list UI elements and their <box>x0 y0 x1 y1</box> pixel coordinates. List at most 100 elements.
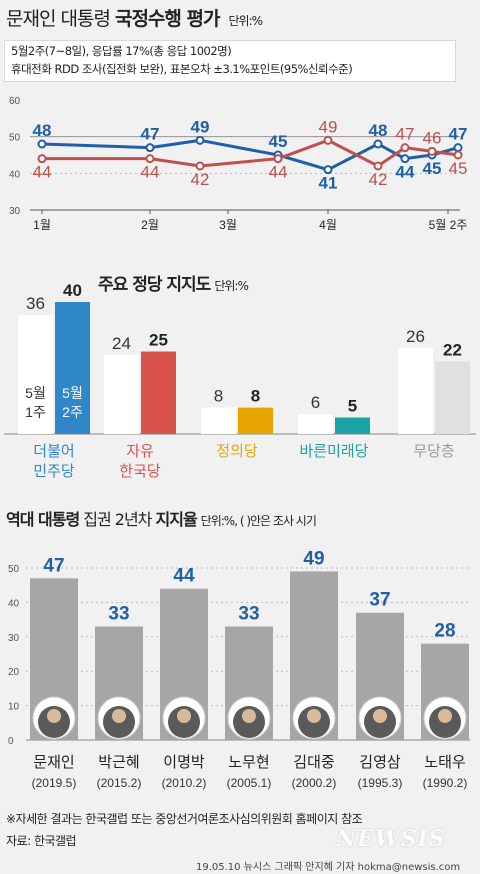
party-name-label: 무당층 <box>413 443 454 460</box>
y-tick-label: 40 <box>9 169 21 180</box>
president-title-mid: 집권 2년차 <box>79 510 156 529</box>
data-point <box>400 154 410 164</box>
bar-week1 <box>104 354 139 434</box>
president-date-label: (2000.2) <box>292 776 337 790</box>
president-value-label: 37 <box>369 590 390 611</box>
data-point <box>145 154 155 164</box>
data-point <box>427 146 437 156</box>
data-point <box>323 165 333 175</box>
bar-week1 <box>398 348 433 434</box>
y-tick-label: 0 <box>8 736 14 747</box>
data-point <box>453 150 463 160</box>
president-value-label: 47 <box>43 555 64 576</box>
title-normal: 문재인 대통령 <box>6 8 111 30</box>
y-tick-label: 40 <box>8 598 20 609</box>
president-title-unit: 단위:%, ( )안은 조사 시기 <box>200 514 317 528</box>
president-approval-bar-chart: 0 10 20 30 40 50 47 문재인 (2019.5) 33 박근혜 (2015.2) 44 이… <box>8 548 470 790</box>
footer-note: ※자세한 결과는 한국갤럽 또는 중앙선거여론조사심의위원회 홈페이지 참조 <box>6 812 363 826</box>
data-label: 44 <box>33 163 52 182</box>
data-point <box>373 139 383 149</box>
president-date-label: (2019.5) <box>32 776 77 790</box>
value-label-week2: 22 <box>443 340 462 359</box>
x-tick-label: 4월 <box>319 218 337 232</box>
president-title-normal: 역대 대통령 <box>6 510 80 529</box>
value-label-week2: 5 <box>348 397 357 416</box>
party-title-unit: 단위:% <box>214 279 249 293</box>
x-tick-label: 2월 <box>141 218 159 232</box>
president-name-label: 이명박 <box>163 754 205 771</box>
data-label: 44 <box>141 163 160 182</box>
data-label: 45 <box>269 132 288 151</box>
data-label: 47 <box>141 125 160 144</box>
bar-week1 <box>201 407 236 434</box>
bar-week1 <box>298 414 333 434</box>
president-date-label: (2010.2) <box>162 776 207 790</box>
footer-source: 자료: 한국갤럽 <box>6 834 77 848</box>
president-title-bold: 지지율 <box>155 510 198 529</box>
president-name-label: 문재인 <box>33 754 74 771</box>
data-label: 42 <box>369 170 388 189</box>
value-label-week1: 8 <box>214 387 223 406</box>
data-label: 44 <box>269 163 288 182</box>
data-label: 49 <box>191 117 210 136</box>
data-label: 46 <box>423 128 442 147</box>
portrait-face <box>373 709 387 723</box>
data-point <box>37 139 47 149</box>
title-bold: 국정수행 평가 <box>114 8 220 30</box>
bar-week1 <box>18 315 53 434</box>
week1-label-a: 5월 <box>25 385 46 401</box>
x-tick-label: 5월 2주 <box>429 218 468 232</box>
president-date-label: (1995.3) <box>358 776 403 790</box>
bar-week2 <box>238 407 273 434</box>
newsis-logo: NEWSIS <box>336 826 446 852</box>
data-label: 49 <box>319 117 338 136</box>
data-point <box>273 154 283 164</box>
portrait-face <box>438 709 452 723</box>
data-label: 44 <box>396 163 415 182</box>
week2-label-b: 2주 <box>62 404 83 420</box>
data-label: 41 <box>319 174 338 193</box>
week1-label-b: 1주 <box>25 404 46 420</box>
portrait-face <box>307 709 321 723</box>
party-title-text: 주요 정당 지지도 <box>98 275 211 295</box>
president-value-label: 33 <box>108 603 129 624</box>
approval-line-chart: 30 40 50 60 1월 2월 3월 4월 5월 2주 48 47 49 45 41 48 44 45 47 4… <box>9 96 468 232</box>
value-label-week2: 40 <box>63 281 82 300</box>
bar-week2 <box>55 302 90 434</box>
party-name-label: 민주당 <box>33 463 75 480</box>
party-name-label: 더불어 <box>33 443 74 460</box>
president-date-label: (2005.1) <box>227 776 272 790</box>
data-label: 47 <box>396 125 415 144</box>
president-value-label: 49 <box>303 548 324 569</box>
president-chart-title: 역대 대통령 집권 2년차 지지율 단위:%, ( )안은 조사 시기 <box>6 506 317 530</box>
value-label-week1: 36 <box>26 294 45 313</box>
page-title: 문재인 대통령 국정수행 평가 단위:% <box>6 4 264 31</box>
data-point <box>373 161 383 171</box>
value-label-week1: 26 <box>406 327 425 346</box>
portrait-face <box>112 709 126 723</box>
data-label: 47 <box>449 125 468 144</box>
footer-credit: 19.05.10 뉴시스 그래픽 안지혜 기자 hokma@newsis.com <box>196 862 461 873</box>
title-unit: 단위:% <box>228 14 264 28</box>
y-tick-label: 50 <box>9 133 21 144</box>
portrait-face <box>242 709 256 723</box>
survey-note-line2: 휴대전화 RDD 조사(집전화 보완), 표본오차 ±3.1%포인트(95%신뢰… <box>11 62 353 76</box>
survey-note-box: 5월2주(7~8일), 응답률 17%(총 응답 1002명) 휴대전화 RDD… <box>4 40 456 82</box>
value-label-week1: 6 <box>311 393 320 412</box>
party-name-label: 정의당 <box>216 443 258 460</box>
president-name-label: 박근혜 <box>98 754 139 771</box>
data-label: 42 <box>191 170 210 189</box>
data-label: 48 <box>33 121 52 140</box>
value-label-week2: 25 <box>149 331 168 350</box>
week2-label-a: 5월 <box>62 385 83 401</box>
y-tick-label: 50 <box>8 564 20 575</box>
president-name-label: 노무현 <box>228 754 269 771</box>
data-point <box>145 143 155 153</box>
data-point <box>453 143 463 153</box>
data-label: 45 <box>449 159 468 178</box>
portrait-face <box>177 709 191 723</box>
data-label: 45 <box>423 159 442 178</box>
president-name-label: 김대중 <box>293 754 334 771</box>
president-value-label: 44 <box>173 566 195 587</box>
